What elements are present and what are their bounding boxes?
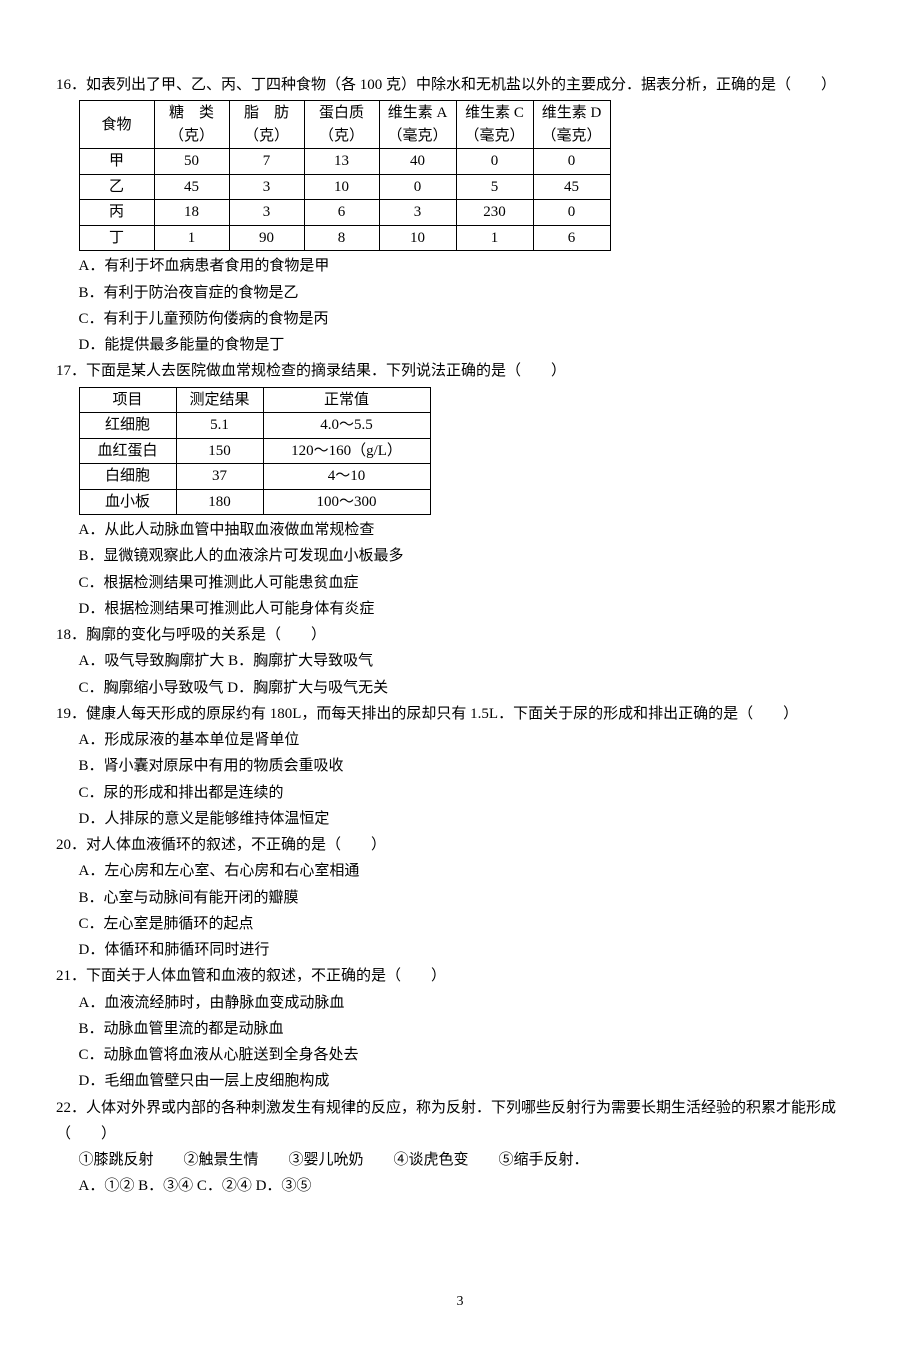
th-result: 测定结果 [176,387,263,413]
q20-opt-d: D．体循环和肺循环同时进行 [56,937,864,963]
q21-opt-c: C．动脉血管将血液从心脏送到全身各处去 [56,1042,864,1068]
q17-table: 项目 测定结果 正常值 红细胞5.14.0～5.5 血红蛋白150120～160… [79,387,431,516]
q19-opt-a: A．形成尿液的基本单位是肾单位 [56,727,864,753]
th-vitd: 维生素 D （毫克） [533,101,610,149]
q17-opt-a: A．从此人动脉血管中抽取血液做血常规检查 [56,517,864,543]
th-fat: 脂 肪 （克） [229,101,304,149]
q21-opt-a: A．血液流经肺时，由静脉血变成动脉血 [56,990,864,1016]
table-row: 丁19081016 [79,225,610,251]
q22-items: ①膝跳反射 ②触景生情 ③婴儿吮奶 ④谈虎色变 ⑤缩手反射． [56,1147,864,1173]
q21-stem: 21．下面关于人体血管和血液的叙述，不正确的是（ ） [56,963,864,989]
q20-opt-c: C．左心室是肺循环的起点 [56,911,864,937]
th-normal: 正常值 [263,387,430,413]
q18-line1: A．吸气导致胸廓扩大 B．胸廓扩大导致吸气 [56,648,864,674]
table-row: 红细胞5.14.0～5.5 [79,413,430,439]
q16-stem: 16．如表列出了甲、乙、丙、丁四种食物（各 100 克）中除水和无机盐以外的主要… [56,72,864,98]
table-header-row: 食物 糖 类 （克） 脂 肪 （克） 蛋白质 （克） 维生素 A （毫克） 维生… [79,101,610,149]
q17-opt-b: B．显微镜观察此人的血液涂片可发现血小板最多 [56,543,864,569]
th-vita: 维生素 A （毫克） [379,101,456,149]
th-protein: 蛋白质 （克） [304,101,379,149]
table-row: 白细胞374～10 [79,464,430,490]
table-header-row: 项目 测定结果 正常值 [79,387,430,413]
q16-opt-d: D．能提供最多能量的食物是丁 [56,332,864,358]
table-row: 血小板180100～300 [79,489,430,515]
q16-opt-c: C．有利于儿童预防佝偻病的食物是丙 [56,306,864,332]
q19-stem: 19．健康人每天形成的原尿约有 180L，而每天排出的尿却只有 1.5L．下面关… [56,701,864,727]
q16-opt-b: B．有利于防治夜盲症的食物是乙 [56,280,864,306]
q16-table: 食物 糖 类 （克） 脂 肪 （克） 蛋白质 （克） 维生素 A （毫克） 维生… [79,100,611,251]
th-item: 项目 [79,387,176,413]
q17-opt-c: C．根据检测结果可推测此人可能患贫血症 [56,570,864,596]
table-row: 乙453100545 [79,174,610,200]
q18-line2: C．胸廓缩小导致吸气 D．胸廓扩大与吸气无关 [56,675,864,701]
q21-opt-d: D．毛细血管壁只由一层上皮细胞构成 [56,1068,864,1094]
q22-abcd: A．①② B．③④ C．②④ D．③⑤ [56,1173,864,1199]
q18-stem: 18．胸廓的变化与呼吸的关系是（ ） [56,622,864,648]
q21-opt-b: B．动脉血管里流的都是动脉血 [56,1016,864,1042]
q22-stem: 22．人体对外界或内部的各种刺激发生有规律的反应，称为反射．下列哪些反射行为需要… [56,1095,864,1148]
q17-opt-d: D．根据检测结果可推测此人可能身体有炎症 [56,596,864,622]
q17-stem: 17．下面是某人去医院做血常规检查的摘录结果．下列说法正确的是（ ） [56,358,864,384]
q20-opt-b: B．心室与动脉间有能开闭的瓣膜 [56,885,864,911]
th-food: 食物 [79,101,154,149]
th-vitc: 维生素 C （毫克） [456,101,533,149]
table-row: 丙183632300 [79,200,610,226]
q20-opt-a: A．左心房和左心室、右心房和右心室相通 [56,858,864,884]
q19-opt-c: C．尿的形成和排出都是连续的 [56,780,864,806]
table-row: 血红蛋白150120～160（g/L） [79,438,430,464]
table-row: 甲507134000 [79,149,610,175]
q20-stem: 20．对人体血液循环的叙述，不正确的是（ ） [56,832,864,858]
q16-opt-a: A．有利于坏血病患者食用的食物是甲 [56,253,864,279]
th-sugar: 糖 类 （克） [154,101,229,149]
q19-opt-d: D．人排尿的意义是能够维持体温恒定 [56,806,864,832]
q19-opt-b: B．肾小囊对原尿中有用的物质会重吸收 [56,753,864,779]
